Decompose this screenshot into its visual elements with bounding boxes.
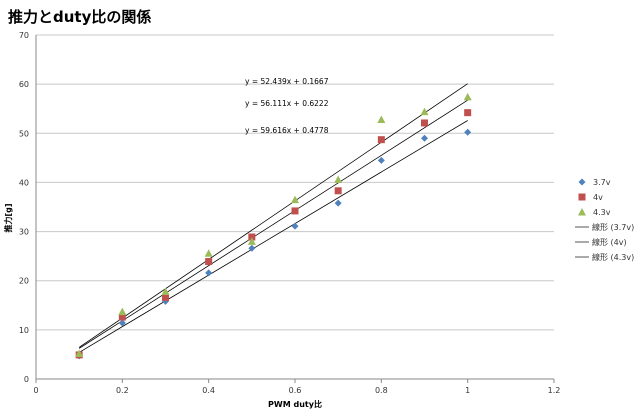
chart-title: 推力とduty比の関係 (8, 8, 151, 26)
gridlines (36, 34, 554, 331)
equation-label: y = 59.616x + 0.4778 (245, 126, 329, 135)
y-tick-label: 30 (19, 228, 29, 237)
data-point-4.3v (204, 249, 213, 257)
x-tick-label: 0 (33, 386, 38, 395)
data-point-4v (162, 293, 169, 301)
data-point-4.3v (75, 349, 84, 357)
legend-marker (578, 193, 586, 201)
y-axis-label: 推力[g] (3, 203, 13, 232)
legend-label: 4.3v (593, 208, 611, 217)
data-point-4v (464, 109, 472, 117)
data-point-3.7v (291, 222, 299, 230)
data-point-3.7v (464, 128, 472, 136)
y-axis-ticks: 0 10 20 30 40 50 60 70 (19, 31, 29, 384)
y-tick-label: 70 (19, 31, 29, 40)
trendline (78, 120, 468, 353)
y-tick-label: 10 (19, 326, 29, 335)
x-tick-label: 0.6 (289, 386, 302, 395)
data-point-4v (205, 258, 213, 266)
data-point-3.7v (248, 244, 256, 252)
data-point-4v (377, 136, 385, 144)
legend-label: 線形 (3.7v) (592, 222, 634, 232)
data-point-4.3v (161, 287, 170, 296)
data-point-4.3v (291, 195, 299, 204)
data-point-3.7v (334, 199, 342, 207)
data-point-4v (248, 233, 256, 241)
trendlines (78, 83, 468, 353)
data-point-4.3v (420, 107, 429, 116)
data-point-4v (118, 313, 126, 321)
data-point-3.7v (377, 156, 385, 164)
legend: 3.7v 4v 4.3v 線形 (3.7v) 線形 (4v) 線形 (4.3v) (575, 178, 634, 262)
x-tick-label: 1 (465, 386, 470, 395)
data-point-3.7v (118, 319, 126, 327)
y-tick-label: 60 (19, 80, 29, 89)
y-tick-label: 0 (24, 375, 29, 384)
equation-labels: y = 52.439x + 0.1667 y = 56.111x + 0.6222… (245, 77, 329, 135)
data-point-4.3v (463, 92, 472, 101)
legend-marker (578, 208, 586, 216)
y-tick-label: 20 (19, 277, 29, 286)
trendline (78, 83, 468, 348)
data-point-4.3v (247, 237, 256, 245)
x-tick-label: 1.2 (548, 386, 561, 395)
y-tick-label: 40 (19, 178, 29, 187)
equation-label: y = 56.111x + 0.6222 (245, 99, 329, 108)
x-tick-label: 0.8 (375, 386, 388, 395)
x-tick-label: 0.4 (202, 386, 215, 395)
data-points (75, 92, 472, 360)
trendline (78, 99, 468, 349)
x-axis-ticks: 0 0.2 0.4 0.6 0.8 1 1.2 (33, 379, 560, 395)
legend-label: 線形 (4.3v) (592, 252, 634, 262)
data-point-4.3v (334, 175, 343, 183)
legend-marker (578, 178, 586, 186)
legend-label: 3.7v (593, 178, 611, 187)
y-tick-label: 50 (19, 129, 29, 138)
data-point-3.7v (205, 269, 213, 277)
x-tick-label: 0.2 (116, 386, 129, 395)
data-point-4v (291, 207, 299, 215)
equation-label: y = 52.439x + 0.1667 (245, 77, 329, 86)
legend-label: 線形 (4v) (592, 237, 627, 247)
data-point-4v (334, 187, 342, 195)
data-point-3.7v (421, 134, 428, 142)
data-point-4.3v (377, 115, 386, 124)
data-point-4v (421, 119, 428, 127)
legend-label: 4v (593, 193, 603, 202)
x-axis-label: PWM duty比 (268, 399, 322, 409)
data-point-4.3v (118, 307, 127, 316)
